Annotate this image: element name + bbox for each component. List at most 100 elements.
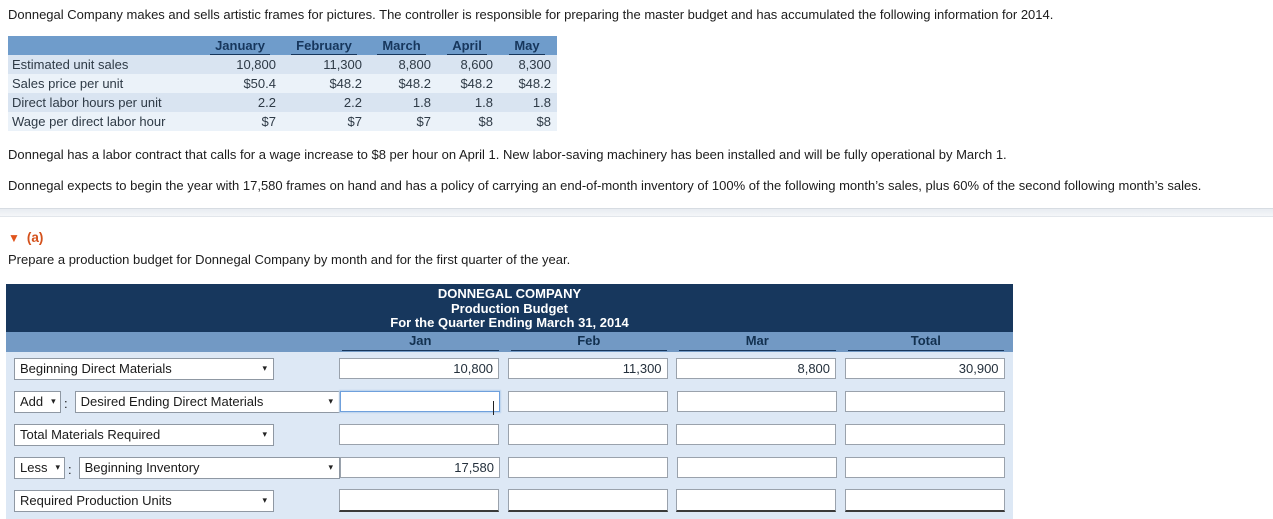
row-label-select[interactable]: Beginning Inventory ▾	[79, 457, 340, 479]
amount-input[interactable]	[339, 489, 499, 512]
info-header-row: January February March April May	[8, 36, 557, 55]
cell-value: $8	[499, 112, 557, 131]
row-label-zone: Total Materials Required ▾	[6, 424, 339, 446]
amount-input[interactable]	[339, 424, 499, 445]
cell-total	[845, 457, 1013, 478]
table-row: Add ▾ : Desired Ending Direct Materials …	[6, 385, 1013, 418]
select-value: Less	[20, 460, 47, 475]
amount-input[interactable]	[508, 424, 668, 445]
row-label: Wage per direct labor hour	[8, 112, 200, 131]
cell-jan	[339, 424, 508, 445]
intro-paragraph: Donnegal Company makes and sells artisti…	[0, 0, 1273, 23]
period-caption: For the Quarter Ending March 31, 2014	[6, 316, 1013, 331]
row-label-zone: Required Production Units ▾	[6, 490, 339, 512]
amount-input[interactable]	[845, 489, 1005, 512]
row-label-select[interactable]: Beginning Direct Materials ▾	[14, 358, 274, 380]
column-underline: Mar	[679, 332, 836, 351]
cell-total	[845, 489, 1014, 512]
table-row: Less ▾ : Beginning Inventory ▾	[6, 451, 1013, 484]
amount-input-focused[interactable]	[340, 391, 500, 412]
dropdown-arrow-icon: ▾	[328, 396, 333, 407]
table-row: Estimated unit sales 10,800 11,300 8,800…	[8, 55, 557, 74]
cell-value: 8,800	[368, 55, 437, 74]
operator-select[interactable]: Add ▾	[14, 391, 61, 413]
info-header-january: January	[200, 36, 282, 55]
cell-value: $48.2	[368, 74, 437, 93]
budget-table-body: Beginning Direct Materials ▾ Add ▾ : Des…	[6, 352, 1013, 519]
budget-info-table: January February March April May Estimat…	[8, 36, 557, 131]
amount-input[interactable]	[845, 358, 1005, 379]
amount-input[interactable]	[676, 424, 836, 445]
cell-mar	[677, 391, 845, 412]
amount-input[interactable]	[508, 358, 668, 379]
cell-value: 1.8	[368, 93, 437, 112]
amount-input[interactable]	[508, 489, 668, 512]
dropdown-arrow-icon: ▾	[262, 495, 267, 506]
amount-input[interactable]	[677, 457, 837, 478]
cell-value: $8	[437, 112, 499, 131]
select-value: Total Materials Required	[20, 427, 160, 442]
cell-jan	[340, 391, 508, 412]
amount-input[interactable]	[676, 358, 836, 379]
column-header-row: Jan Feb Mar Total	[6, 332, 1013, 352]
cell-total	[845, 391, 1013, 412]
cell-feb	[508, 358, 677, 379]
dropdown-arrow-icon: ▾	[51, 396, 56, 407]
production-budget-table: DONNEGAL COMPANY Production Budget For t…	[6, 284, 1013, 519]
table-row: Wage per direct labor hour $7 $7 $7 $8 $…	[8, 112, 557, 131]
cell-value: $7	[200, 112, 282, 131]
section-label: (a)	[27, 230, 44, 245]
cell-value: 1.8	[437, 93, 499, 112]
cell-jan	[339, 489, 508, 512]
cell-mar	[676, 489, 845, 512]
amount-input[interactable]	[676, 489, 836, 512]
column-header-mar: Mar	[676, 332, 845, 352]
section-header-a: ▼ (a)	[8, 230, 1273, 245]
amount-input[interactable]	[340, 457, 500, 478]
cell-value: 8,300	[499, 55, 557, 74]
table-row: Direct labor hours per unit 2.2 2.2 1.8 …	[8, 93, 557, 112]
info-header-may: May	[499, 36, 557, 55]
separator-colon: :	[64, 396, 68, 411]
section-instruction: Prepare a production budget for Donnegal…	[0, 252, 1273, 268]
info-header-empty	[8, 36, 200, 55]
column-header-total: Total	[845, 332, 1014, 352]
amount-input[interactable]	[845, 424, 1005, 445]
amount-input[interactable]	[508, 391, 668, 412]
amount-input[interactable]	[508, 457, 668, 478]
cell-total	[845, 424, 1014, 445]
cell-jan	[339, 358, 508, 379]
cell-value: $48.2	[282, 74, 368, 93]
dropdown-arrow-icon: ▾	[55, 462, 60, 473]
select-value: Desired Ending Direct Materials	[81, 394, 264, 409]
column-header-feb: Feb	[508, 332, 677, 352]
row-label: Sales price per unit	[8, 74, 200, 93]
table-row: Sales price per unit $50.4 $48.2 $48.2 $…	[8, 74, 557, 93]
cell-mar	[677, 457, 845, 478]
dropdown-arrow-icon: ▾	[262, 363, 267, 374]
section-toggle-icon[interactable]: ▼	[8, 231, 20, 245]
dropdown-arrow-icon: ▾	[328, 462, 333, 473]
row-label-select[interactable]: Total Materials Required ▾	[14, 424, 274, 446]
amount-input[interactable]	[677, 391, 837, 412]
operator-select[interactable]: Less ▾	[14, 457, 65, 479]
row-label-select[interactable]: Required Production Units ▾	[14, 490, 274, 512]
labor-contract-paragraph: Donnegal has a labor contract that calls…	[0, 147, 1273, 163]
row-label-zone: Add ▾ : Desired Ending Direct Materials …	[6, 391, 340, 413]
inventory-policy-paragraph: Donnegal expects to begin the year with …	[0, 178, 1273, 194]
cell-value: 10,800	[200, 55, 282, 74]
cell-value: 2.2	[200, 93, 282, 112]
row-label-select[interactable]: Desired Ending Direct Materials ▾	[75, 391, 340, 413]
amount-input[interactable]	[845, 391, 1005, 412]
cell-total	[845, 358, 1014, 379]
info-header-february: February	[282, 36, 368, 55]
column-underline: Total	[848, 332, 1005, 351]
cell-value: $7	[368, 112, 437, 131]
statement-name: Production Budget	[6, 302, 1013, 317]
column-underline: Jan	[342, 332, 499, 351]
amount-input[interactable]	[845, 457, 1005, 478]
row-label-zone: Less ▾ : Beginning Inventory ▾	[6, 457, 340, 479]
text-caret	[493, 401, 494, 415]
cell-value: 11,300	[282, 55, 368, 74]
amount-input[interactable]	[339, 358, 499, 379]
